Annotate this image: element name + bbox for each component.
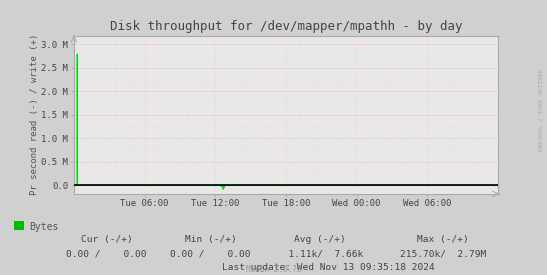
Text: Last update: Wed Nov 13 09:35:18 2024: Last update: Wed Nov 13 09:35:18 2024	[222, 263, 434, 272]
Text: Cur (-/+): Cur (-/+)	[81, 235, 132, 244]
Text: Bytes: Bytes	[29, 222, 59, 232]
Y-axis label: Pr second read (-) / write (+): Pr second read (-) / write (+)	[30, 34, 39, 196]
Title: Disk throughput for /dev/mapper/mpathh - by day: Disk throughput for /dev/mapper/mpathh -…	[109, 20, 462, 33]
Text: Avg (-/+): Avg (-/+)	[294, 235, 346, 244]
Text: 0.00 /    0.00: 0.00 / 0.00	[66, 250, 147, 259]
Text: 215.70k/  2.79M: 215.70k/ 2.79M	[400, 250, 486, 259]
Text: RRDTOOL / TOBI OETIKER: RRDTOOL / TOBI OETIKER	[538, 69, 543, 151]
Text: Munin 2.0.73: Munin 2.0.73	[246, 265, 301, 274]
Text: 0.00 /    0.00: 0.00 / 0.00	[170, 250, 251, 259]
Text: Max (-/+): Max (-/+)	[417, 235, 469, 244]
Text: Min (-/+): Min (-/+)	[185, 235, 236, 244]
Text: 1.11k/  7.66k: 1.11k/ 7.66k	[277, 250, 363, 259]
